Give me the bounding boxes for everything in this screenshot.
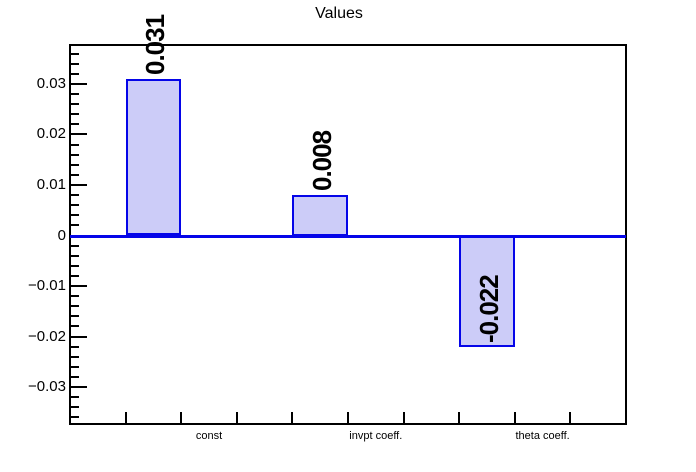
y-minor-tick — [71, 163, 79, 166]
y-minor-tick — [71, 295, 79, 298]
y-minor-tick — [71, 113, 79, 116]
y-axis-tick-label: −0.01 — [28, 277, 66, 295]
zero-line — [70, 234, 626, 238]
y-minor-tick — [71, 93, 79, 96]
x-category-label: theta coeff. — [515, 430, 570, 442]
y-major-tick — [71, 82, 87, 85]
x-bin-tick — [347, 412, 349, 423]
y-axis-tick-label: 0 — [57, 226, 66, 244]
y-minor-tick — [71, 153, 79, 156]
y-major-tick — [71, 183, 87, 186]
y-minor-tick — [71, 355, 79, 358]
bar — [459, 235, 515, 347]
x-category-label: invpt coeff. — [349, 430, 403, 442]
y-minor-tick — [71, 416, 79, 419]
y-minor-tick — [71, 305, 79, 308]
y-minor-tick — [71, 274, 79, 277]
y-minor-tick — [71, 204, 79, 207]
y-minor-tick — [71, 396, 79, 399]
y-minor-tick — [71, 365, 79, 368]
y-minor-tick — [71, 345, 79, 348]
y-minor-tick — [71, 143, 79, 146]
bar — [125, 78, 182, 236]
y-minor-tick — [71, 194, 79, 197]
y-minor-tick — [71, 325, 79, 328]
y-axis-tick-label: 0.03 — [36, 74, 66, 92]
chart-title: Values — [315, 5, 363, 22]
x-bin-tick — [513, 412, 516, 423]
y-major-tick — [71, 133, 87, 136]
x-bin-tick — [569, 412, 572, 423]
bar-value-label-text: 0.031 — [140, 14, 171, 75]
y-minor-tick — [71, 173, 79, 176]
y-major-tick — [71, 386, 87, 389]
y-major-tick — [71, 285, 87, 288]
y-minor-tick — [71, 315, 79, 318]
y-axis-tick-label: −0.03 — [28, 378, 66, 396]
y-minor-tick — [71, 254, 79, 257]
y-axis-tick-label: 0.02 — [36, 125, 66, 143]
y-axis-tick-label: 0.01 — [36, 175, 66, 193]
y-minor-tick — [71, 376, 79, 378]
bar — [292, 195, 348, 236]
y-minor-tick — [71, 214, 79, 217]
y-minor-tick — [71, 103, 79, 106]
y-minor-tick — [71, 72, 79, 75]
x-bin-tick — [124, 412, 127, 423]
x-bin-tick — [291, 412, 294, 423]
y-minor-tick — [71, 224, 79, 227]
y-minor-tick — [71, 123, 79, 126]
y-minor-tick — [71, 62, 79, 65]
y-minor-tick — [71, 406, 79, 409]
bar-value-label-text: 0.008 — [307, 131, 338, 192]
x-bin-tick — [235, 412, 238, 423]
y-minor-tick — [71, 244, 79, 247]
y-major-tick — [71, 335, 87, 338]
y-minor-tick — [71, 52, 79, 55]
bar-value-label-text: -0.022 — [474, 274, 504, 343]
x-category-label: const — [195, 430, 223, 442]
x-bin-tick — [180, 412, 183, 423]
x-bin-tick — [458, 412, 461, 423]
y-axis-tick-label: −0.02 — [28, 327, 66, 345]
y-minor-tick — [71, 264, 79, 267]
x-bin-tick — [402, 412, 405, 423]
